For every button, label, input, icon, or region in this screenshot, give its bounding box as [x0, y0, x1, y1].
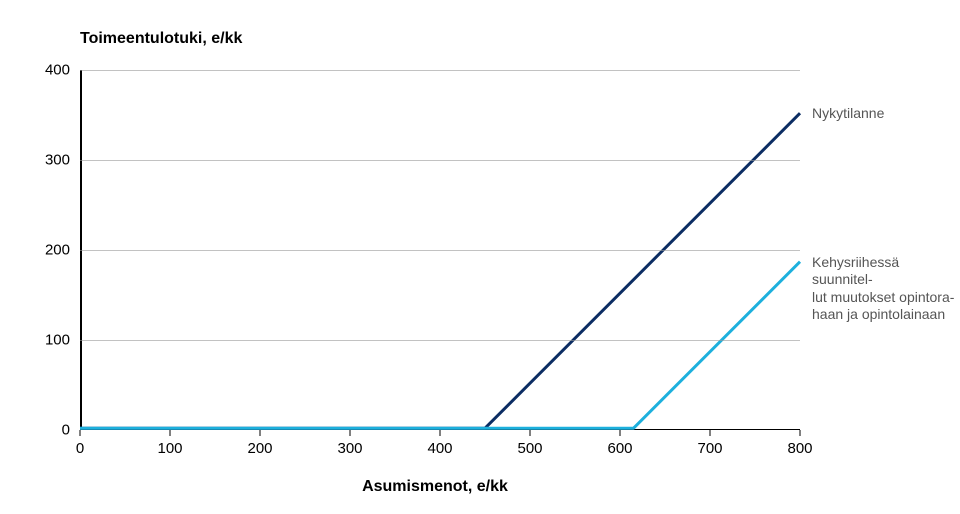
x-tick-label: 800 [787, 440, 812, 457]
plot-area: 01002003004000100200300400500600700800 [80, 70, 800, 430]
chart-container: Toimeentulotuki, e/kk 010020030040001002… [0, 0, 960, 514]
x-tick-mark [440, 430, 441, 436]
y-tick-label: 300 [45, 152, 70, 169]
x-tick-mark [620, 430, 621, 436]
x-tick-mark [80, 430, 81, 436]
legend-label-1: Kehysriihessä suunnitel-lut muutokset op… [812, 254, 960, 324]
x-tick-label: 500 [517, 440, 542, 457]
gridline [80, 340, 800, 341]
y-tick-label: 200 [45, 242, 70, 259]
series-line-1 [80, 262, 800, 429]
gridline [80, 160, 800, 161]
gridline [80, 70, 800, 71]
x-tick-mark [800, 430, 801, 436]
x-tick-label: 400 [427, 440, 452, 457]
y-axis-title: Toimeentulotuki, e/kk [80, 30, 242, 48]
x-tick-label: 200 [247, 440, 272, 457]
x-tick-mark [260, 430, 261, 436]
y-tick-label: 100 [45, 332, 70, 349]
x-axis-title: Asumismenot, e/kk [0, 478, 870, 496]
x-tick-label: 600 [607, 440, 632, 457]
x-tick-label: 0 [76, 440, 84, 457]
x-tick-mark [530, 430, 531, 436]
x-tick-label: 300 [337, 440, 362, 457]
legend-label-0: Nykytilanne [812, 105, 960, 123]
x-tick-label: 100 [157, 440, 182, 457]
x-tick-mark [350, 430, 351, 436]
y-tick-label: 400 [45, 62, 70, 79]
gridline [80, 250, 800, 251]
x-tick-mark [710, 430, 711, 436]
x-tick-label: 700 [697, 440, 722, 457]
y-tick-label: 0 [62, 422, 70, 439]
x-tick-mark [170, 430, 171, 436]
